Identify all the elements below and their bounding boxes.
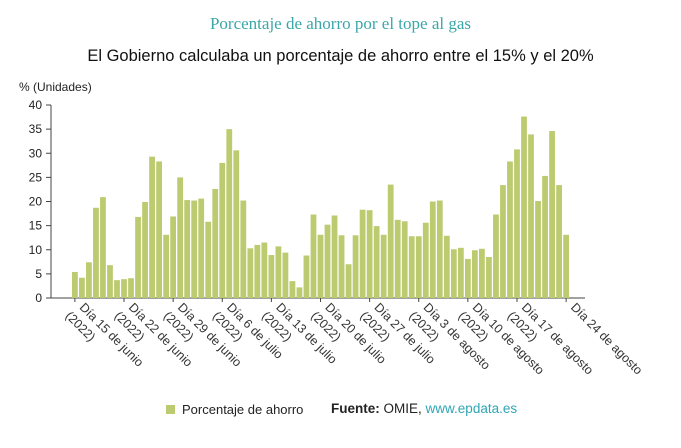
bar bbox=[72, 271, 78, 298]
bar bbox=[233, 150, 240, 298]
bar bbox=[296, 287, 303, 298]
y-tick-label: 30 bbox=[29, 146, 43, 160]
y-tick-label: 35 bbox=[29, 122, 43, 136]
bar bbox=[121, 279, 127, 298]
bar bbox=[282, 252, 289, 298]
bar bbox=[212, 188, 219, 298]
bar bbox=[184, 200, 191, 298]
source-link[interactable]: www.epdata.es bbox=[425, 401, 518, 416]
bar bbox=[464, 258, 471, 298]
bar bbox=[387, 184, 394, 298]
bar bbox=[163, 234, 170, 298]
bar bbox=[408, 236, 415, 298]
bar bbox=[500, 185, 506, 298]
bar bbox=[254, 244, 261, 298]
bar bbox=[289, 281, 296, 298]
bar bbox=[373, 226, 380, 298]
bar bbox=[542, 175, 548, 298]
bar bbox=[128, 278, 134, 298]
bar bbox=[177, 177, 184, 299]
bar bbox=[394, 219, 401, 298]
bar bbox=[170, 216, 177, 298]
bar bbox=[198, 198, 205, 298]
y-tick-label: 40 bbox=[29, 98, 43, 112]
chart-subtitle: El Gobierno calculaba un porcentaje de a… bbox=[87, 47, 594, 65]
bar bbox=[191, 200, 198, 298]
bar bbox=[135, 216, 141, 298]
bar bbox=[479, 248, 485, 298]
bar bbox=[535, 201, 541, 298]
bar bbox=[486, 256, 492, 298]
y-tick-label: 10 bbox=[29, 243, 43, 257]
bar bbox=[114, 280, 120, 298]
bar bbox=[317, 234, 324, 298]
y-tick-label: 0 bbox=[35, 291, 42, 305]
bar bbox=[275, 246, 282, 298]
chart-title: Porcentaje de ahorro por el tope al gas bbox=[209, 14, 472, 33]
bar bbox=[436, 200, 443, 298]
bar bbox=[429, 201, 436, 298]
source-text: OMIE, bbox=[383, 401, 422, 416]
bar bbox=[324, 224, 331, 298]
bar bbox=[247, 248, 254, 298]
bar bbox=[93, 207, 99, 298]
bar bbox=[345, 264, 352, 298]
bar bbox=[422, 222, 429, 298]
y-tick-label: 20 bbox=[29, 195, 43, 209]
y-tick-label: 25 bbox=[29, 170, 43, 184]
bar bbox=[86, 262, 92, 298]
bar bbox=[107, 265, 113, 298]
bar bbox=[443, 235, 450, 298]
bar bbox=[450, 249, 457, 298]
bar bbox=[514, 149, 520, 298]
bar bbox=[549, 131, 555, 298]
bar bbox=[563, 234, 569, 298]
bar bbox=[415, 236, 422, 298]
source-note: Fuente: OMIE, www.epdata.es bbox=[331, 401, 517, 416]
bar bbox=[142, 201, 148, 298]
y-tick-label: 5 bbox=[35, 267, 42, 281]
bar bbox=[359, 209, 366, 298]
bar bbox=[528, 134, 534, 298]
legend: Porcentaje de ahorro bbox=[166, 402, 303, 417]
bar bbox=[338, 235, 345, 298]
bar bbox=[240, 200, 247, 298]
bar bbox=[310, 214, 317, 298]
bar bbox=[556, 185, 562, 298]
bar bbox=[149, 156, 155, 298]
bar bbox=[507, 161, 513, 298]
bar bbox=[366, 210, 373, 298]
legend-label: Porcentaje de ahorro bbox=[182, 402, 304, 417]
legend-swatch bbox=[166, 405, 175, 414]
bar bbox=[352, 235, 359, 298]
bar bbox=[261, 242, 268, 298]
y-axis-label: % (Unidades) bbox=[19, 80, 92, 94]
bar bbox=[100, 197, 106, 298]
bar bbox=[219, 162, 226, 298]
bar bbox=[79, 277, 85, 298]
y-tick-label: 15 bbox=[29, 219, 43, 233]
bar bbox=[457, 247, 464, 298]
bar bbox=[331, 215, 338, 298]
bar bbox=[521, 116, 527, 298]
bar bbox=[268, 255, 275, 298]
bar bbox=[226, 129, 233, 299]
source-label: Fuente: bbox=[331, 401, 380, 416]
bar bbox=[205, 221, 212, 298]
bar bbox=[380, 234, 387, 298]
bar bbox=[493, 214, 499, 298]
bar bbox=[471, 250, 478, 298]
bar bbox=[303, 255, 310, 298]
bar bbox=[156, 161, 162, 298]
bar bbox=[401, 221, 408, 298]
